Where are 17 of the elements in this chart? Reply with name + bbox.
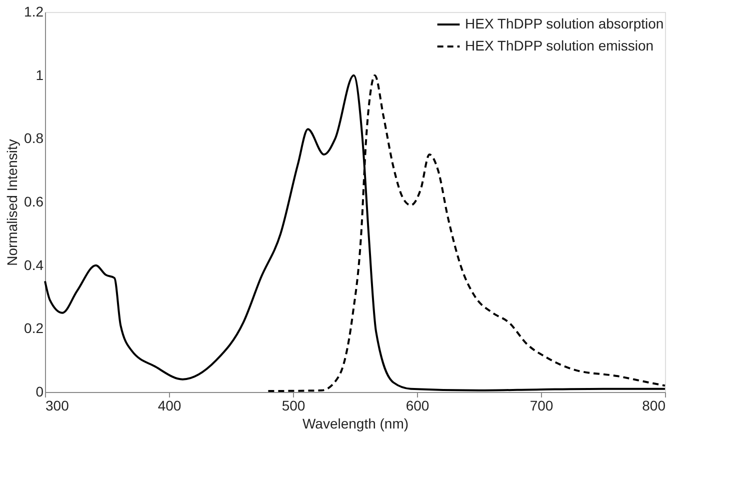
y-tick-label: 0.4: [24, 256, 44, 273]
x-tick-label: 800: [642, 398, 666, 414]
x-axis-title: Wavelength (nm): [302, 416, 409, 432]
y-tick-label: 1: [36, 66, 44, 83]
y-tick-label: 0.2: [24, 320, 44, 336]
x-tick-label: 700: [530, 398, 554, 414]
x-tick-label: 500: [282, 398, 306, 414]
y-tick-label: 0: [36, 384, 44, 400]
x-tick-label: 300: [46, 398, 70, 414]
legend-label: HEX ThDPP solution emission: [465, 38, 654, 54]
legend-label: HEX ThDPP solution absorption: [465, 16, 664, 32]
x-tick-label: 400: [158, 398, 182, 414]
x-tick-label: 600: [406, 398, 430, 414]
y-axis-title: Normalised Intensity: [4, 139, 20, 266]
y-tick-label: 0.8: [24, 130, 44, 146]
y-tick-label: 0.6: [24, 194, 44, 210]
y-tick-label: 1.2: [24, 4, 44, 20]
